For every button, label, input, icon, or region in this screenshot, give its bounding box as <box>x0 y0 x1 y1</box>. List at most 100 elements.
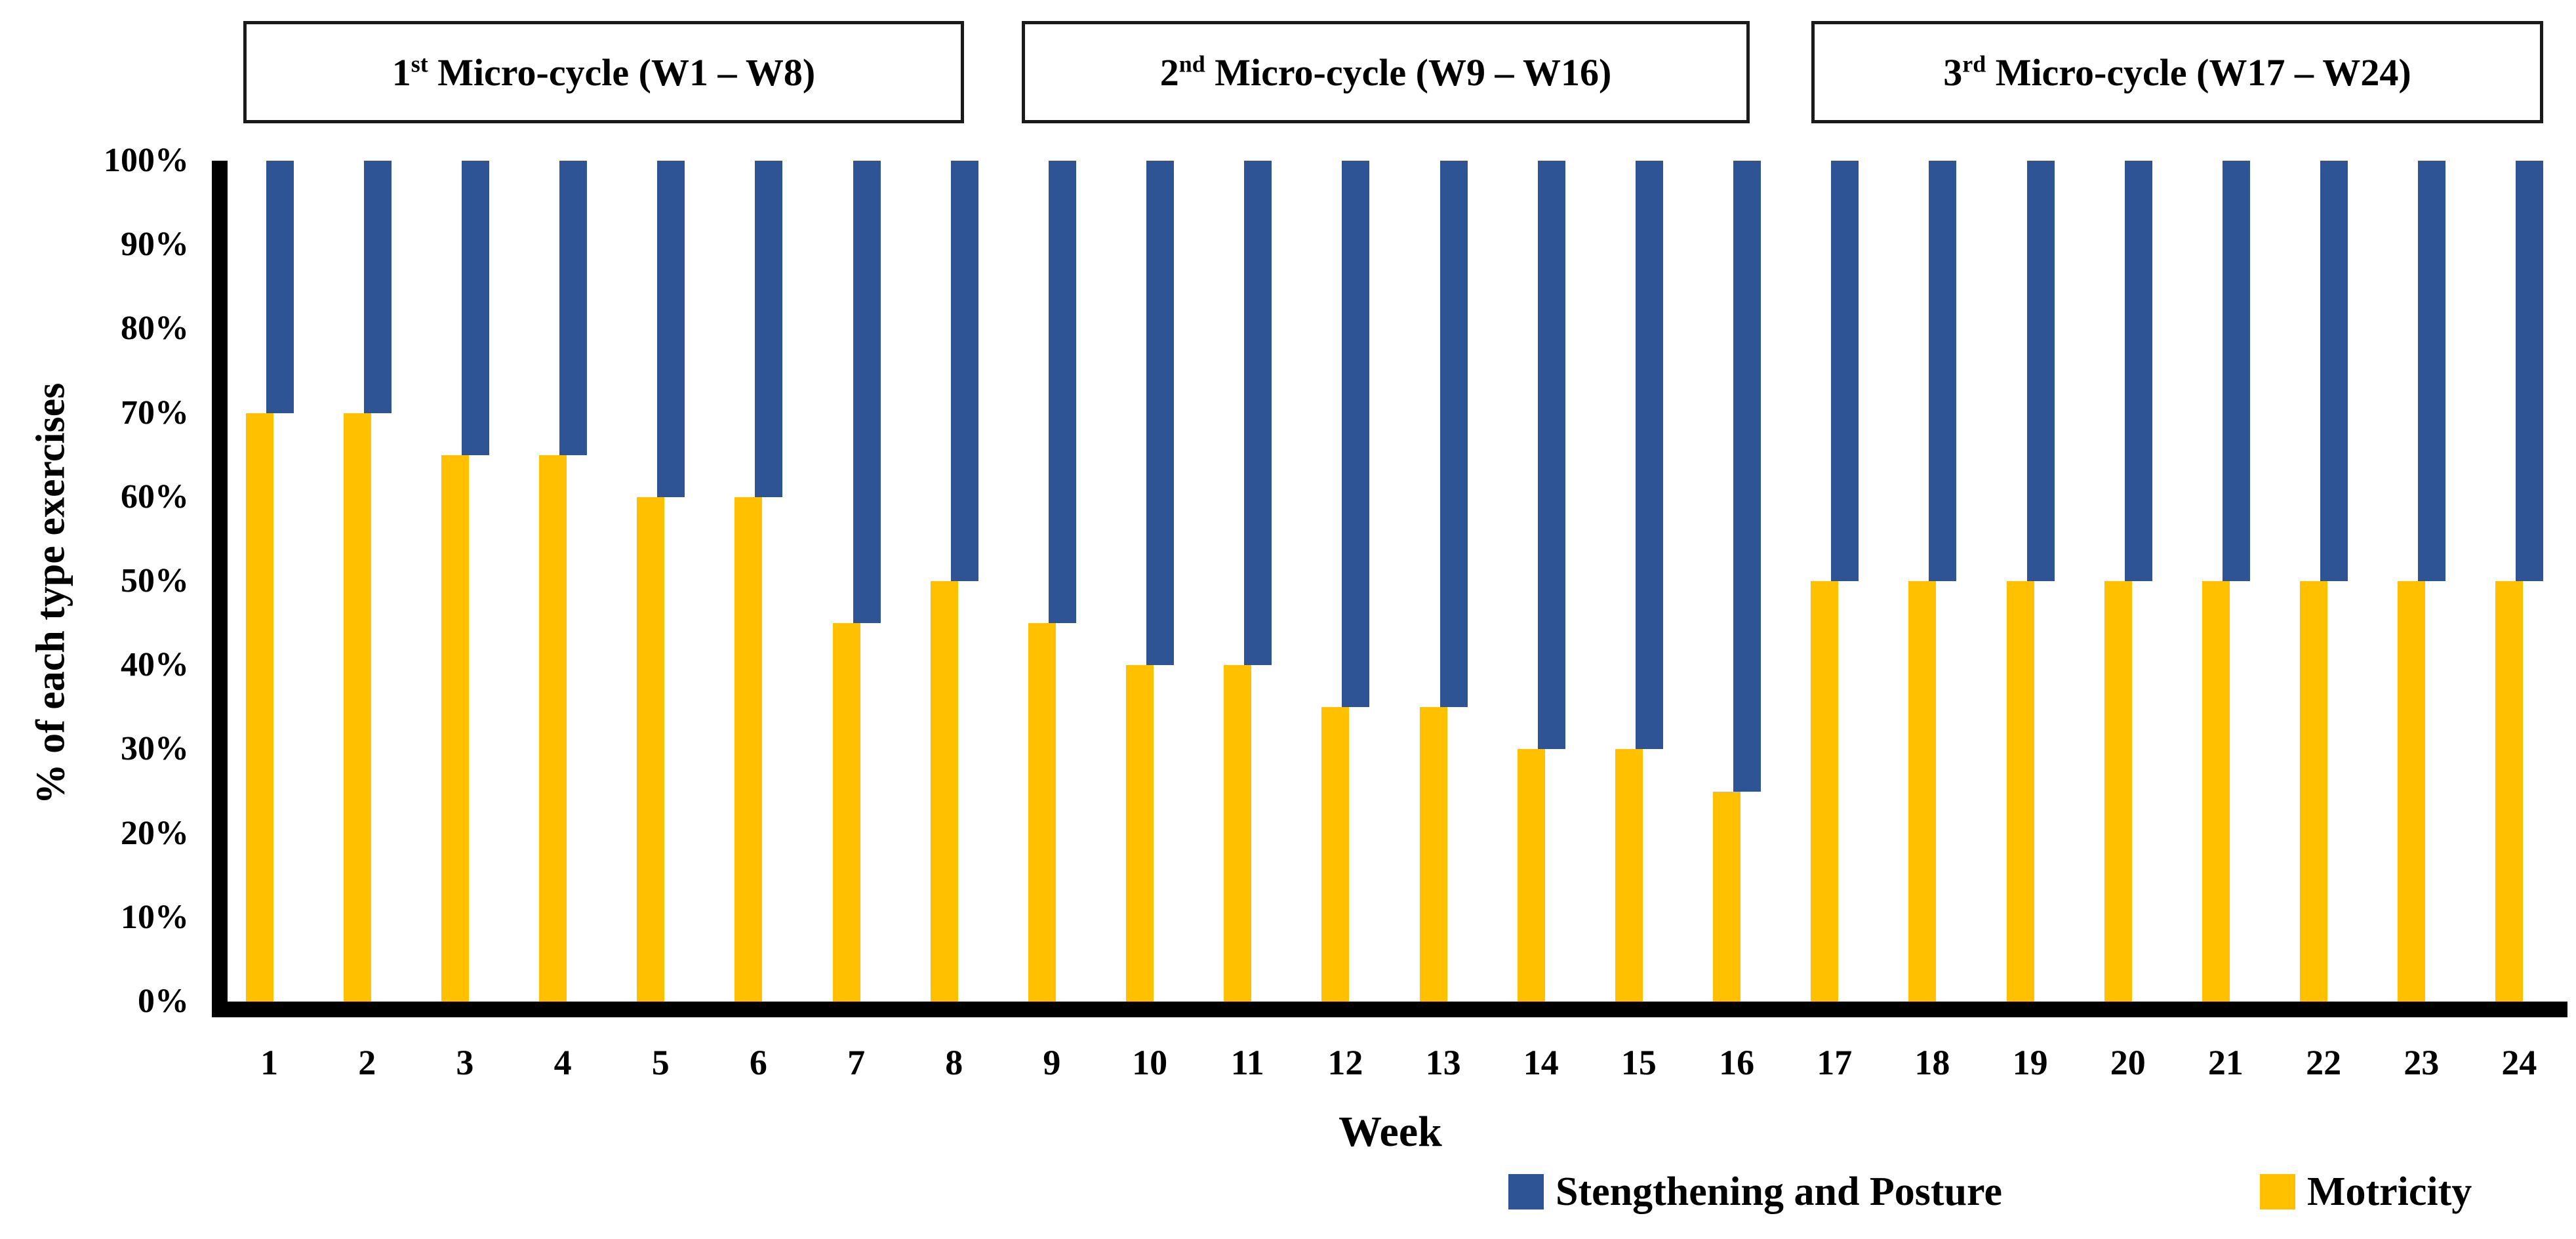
y-tick-50: 50% <box>121 562 189 599</box>
legend-swatch-motricity <box>2260 1174 2295 1209</box>
x-tick-week-6: 6 <box>749 1043 767 1082</box>
microcycle-2-box: 2nd Micro-cycle (W9 – W16) <box>1022 21 1750 123</box>
legend-item-motricity: Motricity <box>2260 1169 2472 1215</box>
bar-strengthening-week-6 <box>755 161 783 497</box>
bar-strengthening-week-8 <box>950 161 978 581</box>
bar-motricity-week-9 <box>1028 623 1056 1002</box>
bar-motricity-week-11 <box>1224 665 1252 1002</box>
x-tick-week-19: 19 <box>2012 1043 2048 1082</box>
bar-motricity-week-20 <box>2104 581 2132 1002</box>
x-axis-tick-labels: 1 2 3 4 5 6 7 8 9 10 11 12 13 14 15 16 17 18 19 20 21 22 23 24 <box>216 1044 2564 1084</box>
microcycle-3-label: 3rd Micro-cycle (W17 – W24) <box>1943 51 2411 94</box>
y-tick-90: 90% <box>121 226 189 264</box>
microcycle-1-box: 1st Micro-cycle (W1 – W8) <box>243 21 964 123</box>
y-axis-tick-labels: 100% 90% 80% 70% 60% 50% 40% 30% 20% 10% 0% <box>0 142 189 1020</box>
bar-strengthening-week-3 <box>461 161 489 455</box>
x-tick-week-20: 20 <box>2110 1043 2146 1082</box>
ordinal-suffix: rd <box>1962 51 1986 77</box>
bar-motricity-week-2 <box>343 413 371 1002</box>
legend-item-strengthening: Stengthening and Posture <box>1508 1169 2002 1215</box>
y-tick-40: 40% <box>121 646 189 684</box>
bar-strengthening-week-14 <box>1537 161 1565 750</box>
bar-motricity-week-16 <box>1713 791 1741 1002</box>
bar-strengthening-week-24 <box>2516 161 2544 581</box>
bar-strengthening-week-23 <box>2418 161 2446 581</box>
x-tick-week-9: 9 <box>1043 1043 1061 1082</box>
bar-motricity-week-24 <box>2495 581 2524 1002</box>
x-tick-week-12: 12 <box>1327 1043 1363 1082</box>
x-tick-week-1: 1 <box>260 1043 279 1082</box>
bar-motricity-week-13 <box>1419 707 1447 1002</box>
x-tick-week-4: 4 <box>553 1043 572 1082</box>
y-tick-20: 20% <box>121 814 189 852</box>
y-tick-30: 30% <box>121 730 189 768</box>
bar-motricity-week-17 <box>1811 581 1839 1002</box>
bar-strengthening-week-5 <box>657 161 685 497</box>
bar-strengthening-week-12 <box>1342 161 1370 708</box>
bar-strengthening-week-19 <box>2026 161 2055 581</box>
y-tick-70: 70% <box>121 394 189 432</box>
legend-swatch-strengthening <box>1508 1174 1544 1209</box>
bar-strengthening-week-20 <box>2124 161 2152 581</box>
bar-motricity-week-12 <box>1321 707 1350 1002</box>
bar-strengthening-week-16 <box>1733 161 1761 792</box>
bar-motricity-week-4 <box>539 455 567 1002</box>
legend-label-motricity: Motricity <box>2307 1169 2472 1214</box>
bar-motricity-week-23 <box>2398 581 2426 1002</box>
x-tick-week-14: 14 <box>1523 1043 1559 1082</box>
y-tick-100: 100% <box>104 142 189 179</box>
bar-strengthening-week-15 <box>1635 161 1663 750</box>
microcycle-2-label: 2nd Micro-cycle (W9 – W16) <box>1159 51 1612 94</box>
x-tick-week-2: 2 <box>358 1043 376 1082</box>
bar-motricity-week-21 <box>2202 581 2230 1002</box>
bar-motricity-week-5 <box>637 497 665 1002</box>
y-tick-0: 0% <box>138 983 189 1020</box>
bar-motricity-week-22 <box>2300 581 2328 1002</box>
y-tick-80: 80% <box>121 310 189 348</box>
bar-strengthening-week-1 <box>266 161 294 413</box>
y-tick-60: 60% <box>121 477 189 516</box>
bar-motricity-week-19 <box>2006 581 2034 1002</box>
x-tick-week-11: 11 <box>1230 1043 1264 1082</box>
bar-motricity-week-7 <box>832 623 860 1002</box>
bar-strengthening-week-11 <box>1244 161 1272 666</box>
bar-strengthening-week-18 <box>1929 161 1957 581</box>
bar-strengthening-week-22 <box>2320 161 2348 581</box>
bar-motricity-week-10 <box>1126 665 1154 1002</box>
x-axis-line <box>212 1002 2567 1017</box>
bar-strengthening-week-9 <box>1048 161 1076 624</box>
x-tick-week-21: 21 <box>2207 1043 2244 1082</box>
bar-motricity-week-18 <box>1908 581 1937 1002</box>
bar-motricity-week-3 <box>441 455 469 1002</box>
x-tick-week-15: 15 <box>1620 1043 1657 1082</box>
x-tick-week-17: 17 <box>1817 1043 1853 1082</box>
x-tick-week-10: 10 <box>1132 1043 1168 1082</box>
bar-strengthening-week-7 <box>853 161 881 624</box>
bar-motricity-week-14 <box>1517 749 1545 1002</box>
bar-strengthening-week-10 <box>1146 161 1175 666</box>
bar-motricity-week-1 <box>245 413 273 1002</box>
legend-label-strengthening: Stengthening and Posture <box>1556 1169 2002 1214</box>
x-tick-week-18: 18 <box>1914 1043 1950 1082</box>
x-tick-week-3: 3 <box>456 1043 474 1082</box>
y-tick-10: 10% <box>121 898 189 936</box>
x-tick-week-22: 22 <box>2306 1043 2342 1082</box>
x-tick-week-8: 8 <box>945 1043 963 1082</box>
x-tick-week-7: 7 <box>847 1043 866 1082</box>
bar-motricity-week-8 <box>930 581 958 1002</box>
microcycle-3-box: 3rd Micro-cycle (W17 – W24) <box>1811 21 2543 123</box>
bar-motricity-week-15 <box>1615 749 1643 1002</box>
bar-strengthening-week-17 <box>1831 161 1859 581</box>
bar-motricity-week-6 <box>735 497 763 1002</box>
x-tick-week-5: 5 <box>651 1043 670 1082</box>
bar-strengthening-week-21 <box>2222 161 2250 581</box>
x-tick-week-24: 24 <box>2501 1043 2537 1082</box>
plot-area <box>216 161 2564 1002</box>
x-tick-week-23: 23 <box>2404 1043 2440 1082</box>
ordinal-suffix: nd <box>1178 51 1205 77</box>
ordinal-suffix: st <box>411 51 428 77</box>
bar-strengthening-week-4 <box>559 161 588 455</box>
y-axis-line <box>212 161 228 1017</box>
bar-strengthening-week-2 <box>363 161 392 413</box>
